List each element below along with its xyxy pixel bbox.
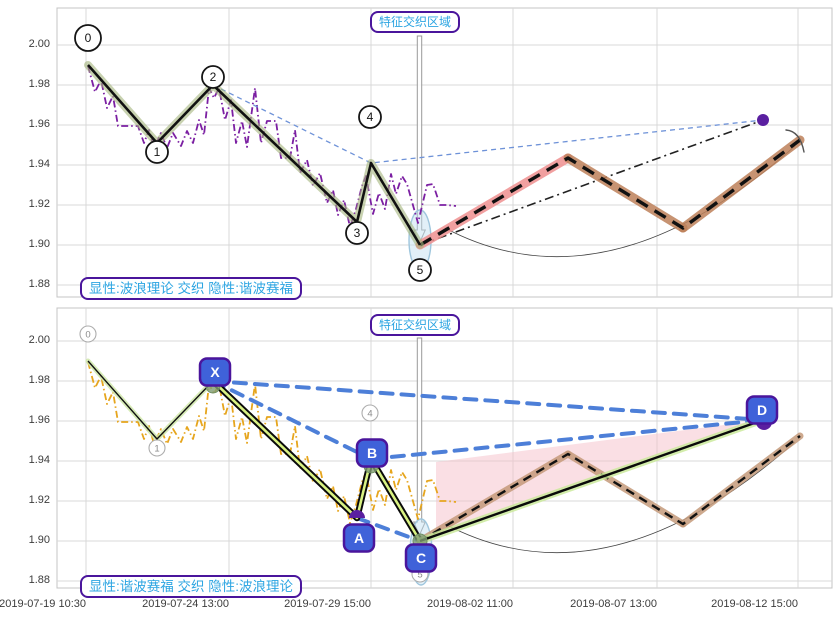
guide-2-4-d (212, 84, 764, 164)
wave-count-1: 1 (154, 444, 159, 455)
wave-count-1: 1 (154, 145, 161, 159)
region-label-bottom: 特征交织区域 (369, 314, 461, 336)
circle-label-5: 5 (408, 258, 432, 282)
elliott-wave-main (84, 61, 424, 249)
arrow (412, 35, 427, 245)
x-tick-label: 2019-08-02 11:00 (426, 598, 513, 610)
circle-label-3: 3 (345, 221, 369, 245)
y-tick-label: 1.92 (28, 198, 50, 210)
y-tick-label: 1.88 (28, 574, 50, 586)
circle-label-4: 4 (361, 404, 379, 422)
circle-label-1: 1 (148, 439, 166, 457)
wave-count-0: 0 (85, 330, 90, 341)
y-tick-label: 1.90 (28, 534, 50, 546)
chip-B: B (355, 438, 389, 468)
panel-explicit-harmonic-cypher (56, 307, 833, 589)
caption-bottom: 显性:谐波赛福 交织 隐性:波浪理论 (79, 575, 303, 598)
wave-count-5: 5 (417, 570, 422, 581)
panel-explicit-wave-theory (56, 7, 833, 298)
wave-count-3: 3 (354, 226, 361, 240)
y-tick-label: 1.94 (28, 454, 50, 466)
svg-text:B: B (367, 445, 377, 461)
caption-top: 显性:波浪理论 交织 隐性:谐波赛福 (79, 277, 303, 300)
y-tick-label: 1.94 (28, 158, 50, 170)
harmonic-a-c (355, 516, 422, 543)
svg-text:X: X (210, 364, 220, 380)
wave-count-0: 0 (85, 31, 92, 45)
svg-text:D: D (757, 402, 767, 418)
y-tick-label: 2.00 (28, 38, 50, 50)
x-tick-label: 2019-07-29 15:00 (284, 598, 371, 610)
chip-C: C (404, 543, 438, 573)
svg-text:A: A (354, 530, 364, 546)
y-tick-label: 1.88 (28, 278, 50, 290)
harmonic-x-d (211, 379, 765, 422)
circle-label-0: 0 (74, 24, 102, 52)
chip-X: X (198, 357, 232, 387)
circle-label-4: 4 (358, 105, 382, 129)
y-tick-label: 1.96 (28, 118, 50, 130)
circle-label-1: 1 (145, 140, 169, 164)
harmonic-x-b (211, 379, 373, 461)
bracket (785, 129, 805, 153)
guide-5-d (419, 119, 764, 246)
chip-D: D (745, 395, 779, 425)
circle-label-0: 0 (79, 325, 97, 343)
chip-A: A (342, 523, 376, 553)
x-tick-label: 2019-07-19 10:30 (0, 598, 86, 610)
wave-count-4: 4 (367, 110, 374, 124)
wave-count-4: 4 (367, 409, 372, 420)
projection-arc (444, 441, 796, 554)
forecast-path (415, 135, 805, 250)
a-vertex-marker (349, 510, 365, 518)
y-tick-label: 1.98 (28, 374, 50, 386)
circle-label-2: 2 (201, 65, 225, 89)
y-tick-label: 1.96 (28, 414, 50, 426)
wave-count-2: 2 (210, 70, 217, 84)
region-label-top: 特征交织区域 (369, 11, 461, 33)
harmonic-xabc (210, 378, 423, 543)
y-tick-label: 1.98 (28, 78, 50, 90)
x-tick-label: 2019-07-24 13:00 (142, 598, 229, 610)
y-tick-label: 1.90 (28, 238, 50, 250)
y-tick-label: 1.92 (28, 494, 50, 506)
y-tick-label: 2.00 (28, 334, 50, 346)
x-tick-label: 2019-08-12 15:00 (711, 598, 798, 610)
d-point-dot (757, 114, 769, 126)
harmonic-b-d (369, 418, 765, 461)
x-tick-label: 2019-08-07 13:00 (570, 598, 657, 610)
harmonic-c-d (416, 416, 767, 545)
forecast-path (416, 432, 804, 545)
svg-text:C: C (416, 550, 426, 566)
wave-count-5: 5 (417, 263, 424, 277)
